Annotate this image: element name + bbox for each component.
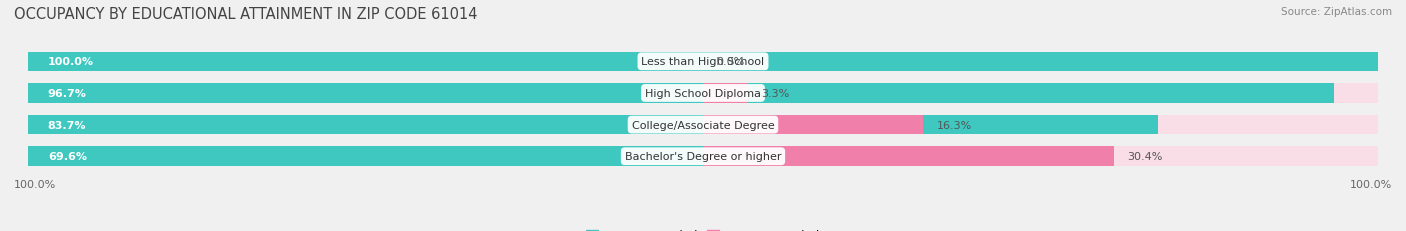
Text: 100.0%: 100.0% <box>14 179 56 189</box>
Text: High School Diploma: High School Diploma <box>645 88 761 99</box>
Bar <box>703 147 1114 166</box>
Text: College/Associate Degree: College/Associate Degree <box>631 120 775 130</box>
Bar <box>703 115 924 135</box>
Text: 16.3%: 16.3% <box>936 120 972 130</box>
Text: 83.7%: 83.7% <box>48 120 86 130</box>
Text: 100.0%: 100.0% <box>1350 179 1392 189</box>
Bar <box>703 147 1378 166</box>
Text: Less than High School: Less than High School <box>641 57 765 67</box>
Bar <box>28 147 703 166</box>
Legend: Owner-occupied, Renter-occupied: Owner-occupied, Renter-occupied <box>581 224 825 231</box>
Bar <box>703 115 1378 135</box>
Text: 69.6%: 69.6% <box>48 152 87 161</box>
Bar <box>28 52 703 72</box>
Bar <box>28 84 703 103</box>
Bar <box>28 115 703 135</box>
Bar <box>28 84 1334 103</box>
Text: OCCUPANCY BY EDUCATIONAL ATTAINMENT IN ZIP CODE 61014: OCCUPANCY BY EDUCATIONAL ATTAINMENT IN Z… <box>14 7 478 22</box>
Bar <box>703 52 1378 72</box>
Bar <box>703 84 748 103</box>
Bar <box>28 147 967 166</box>
Text: Source: ZipAtlas.com: Source: ZipAtlas.com <box>1281 7 1392 17</box>
Text: 96.7%: 96.7% <box>48 88 87 99</box>
Text: 0.0%: 0.0% <box>717 57 745 67</box>
Bar <box>703 84 1378 103</box>
Text: 3.3%: 3.3% <box>761 88 789 99</box>
Text: 30.4%: 30.4% <box>1128 152 1163 161</box>
Bar <box>28 52 1378 72</box>
Text: Bachelor's Degree or higher: Bachelor's Degree or higher <box>624 152 782 161</box>
Text: 100.0%: 100.0% <box>48 57 94 67</box>
Bar <box>28 115 1159 135</box>
